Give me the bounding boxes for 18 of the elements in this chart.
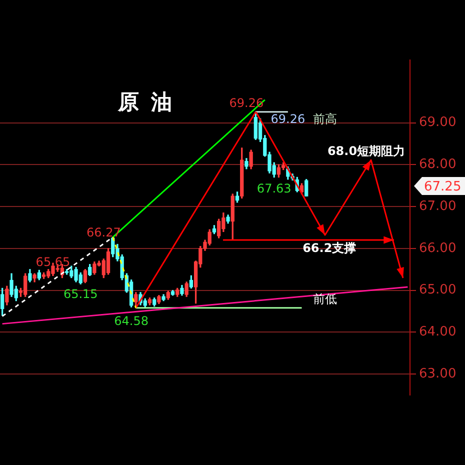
- annotation: 前低: [312, 292, 337, 306]
- y-tick-label: 69.00: [419, 115, 456, 130]
- y-tick-label: 66.00: [419, 240, 456, 256]
- annotation: 67.63: [256, 181, 292, 196]
- y-tick-label: 68.00: [419, 157, 456, 172]
- y-tick-label: 63.00: [419, 366, 456, 382]
- text: 原油: [118, 89, 184, 116]
- y-tick-label: 67.00: [419, 198, 456, 214]
- annotation: 68.0短期阻力: [327, 144, 406, 158]
- annotation: 66.2支撑: [302, 241, 356, 256]
- annotation: 前高: [312, 112, 337, 126]
- annotation: 69.26: [270, 112, 306, 126]
- annotation: 64.58: [114, 314, 148, 328]
- text: 67.25: [424, 179, 462, 194]
- y-tick-label: 65.00: [419, 282, 456, 298]
- y-tick-label: 64.00: [419, 324, 456, 340]
- annotation: 65.15: [63, 287, 98, 302]
- annotation: 65.65: [36, 255, 70, 270]
